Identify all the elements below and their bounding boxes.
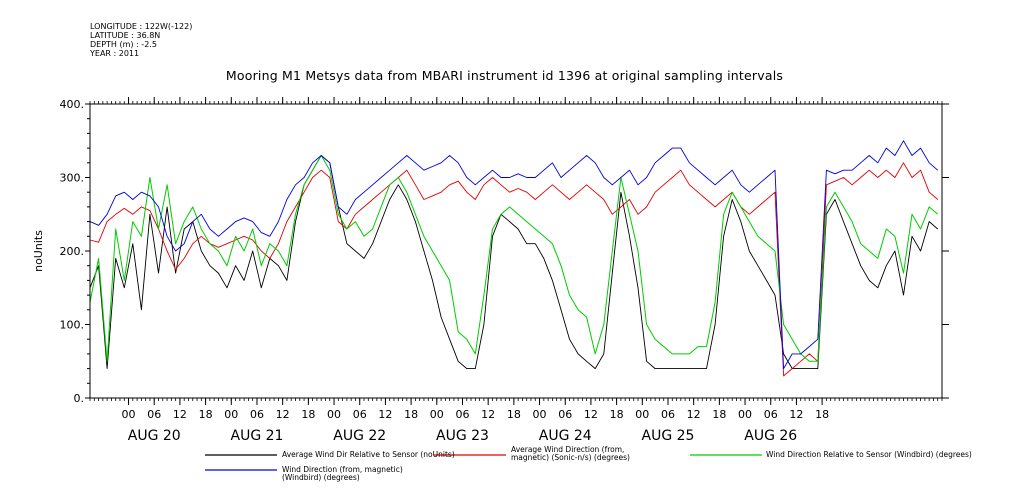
legend-label-black: Average Wind Dir Relative to Sensor (noU… (282, 450, 455, 459)
x-tick-label: 12 (173, 408, 187, 421)
x-tick-label: 18 (610, 408, 624, 421)
x-tick-label: 12 (378, 408, 392, 421)
x-tick-label: 06 (250, 408, 264, 421)
series-layer (89, 140, 939, 377)
x-tick-label: 06 (764, 408, 778, 421)
y-axis-label: noUnits (32, 230, 45, 272)
x-tick-label: 06 (353, 408, 367, 421)
x-tick-label: 18 (712, 408, 726, 421)
meta-latitude: LATITUDE : 36.8N (90, 31, 161, 40)
series-line-1 (89, 155, 938, 370)
meta-depth: DEPTH (m) : -2.5 (90, 40, 157, 49)
day-label: AUG 25 (642, 428, 695, 444)
x-tick-label: 12 (584, 408, 598, 421)
day-label: AUG 20 (128, 428, 181, 444)
x-tick-label: 06 (558, 408, 572, 421)
series-line-2 (89, 162, 938, 377)
y-tick-label: 400. (60, 98, 85, 111)
x-tick-label: 06 (455, 408, 469, 421)
legend (205, 454, 762, 471)
x-tick-label: 06 (661, 408, 675, 421)
x-tick-label: 00 (122, 408, 136, 421)
chart-title: Mooring M1 Metsys data from MBARI instru… (225, 68, 784, 83)
y-tick-label: 200. (60, 245, 85, 258)
day-label: AUG 21 (231, 428, 284, 444)
x-tick-label: 00 (738, 408, 752, 421)
legend-label-blue: Wind Direction (from, magnetic) (Windbir… (282, 465, 403, 482)
x-tick-label: 00 (533, 408, 547, 421)
y-tick-label: 300. (60, 172, 85, 185)
y-tick-label: 100. (60, 319, 85, 332)
x-tick-label: 12 (276, 408, 290, 421)
legend-label-red: Average Wind Direction (from, magnetic) … (511, 445, 630, 462)
day-label: AUG 26 (744, 428, 797, 444)
x-tick-label: 00 (430, 408, 444, 421)
x-tick-label: 18 (301, 408, 315, 421)
x-tick-label: 00 (327, 408, 341, 421)
x-tick-label: 00 (224, 408, 238, 421)
day-label: AUG 23 (436, 428, 489, 444)
meta-longitude: LONGITUDE : 122W(-122) (90, 22, 193, 31)
axis-layer: 0. 100. 200. 300. 400. 00 06 12 18 00 06 12 18 00 06 12… (60, 97, 949, 444)
x-tick-label: 18 (507, 408, 521, 421)
legend-label-green: Wind Direction Relative to Sensor (Windb… (766, 450, 972, 459)
x-tick-label: 12 (789, 408, 803, 421)
x-tick-label: 18 (404, 408, 418, 421)
meta-year: YEAR : 2011 (90, 49, 140, 58)
day-label: AUG 24 (539, 428, 592, 444)
x-tick-label: 12 (687, 408, 701, 421)
series-line-3 (89, 155, 939, 362)
series-line-4 (89, 140, 938, 370)
x-tick-label: 06 (147, 408, 161, 421)
x-tick-label: 00 (635, 408, 649, 421)
day-label: AUG 22 (333, 428, 386, 444)
y-tick-label: 0. (74, 392, 85, 405)
x-tick-label: 12 (481, 408, 495, 421)
x-tick-label: 18 (199, 408, 213, 421)
x-tick-label: 18 (815, 408, 829, 421)
